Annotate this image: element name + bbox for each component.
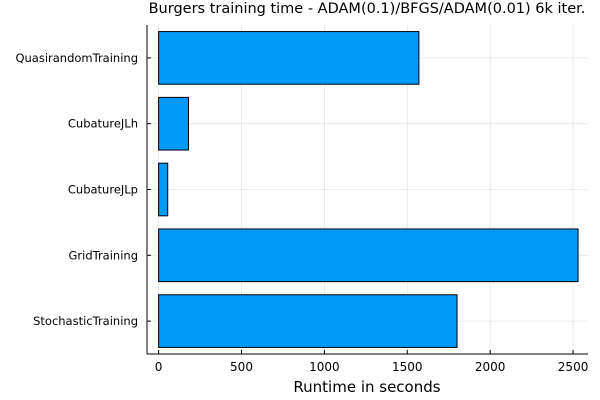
x-tick-label: 500 [230, 360, 253, 374]
x-tick-label: 1500 [392, 360, 423, 374]
axis-ticks [147, 57, 574, 354]
x-axis-title: Runtime in seconds [293, 378, 440, 396]
x-tick-label: 2000 [475, 360, 506, 374]
y-tick-label: CubatureJLp [68, 183, 138, 197]
bar [158, 228, 579, 283]
y-tick-label: GridTraining [68, 248, 138, 262]
bar [158, 162, 169, 217]
x-tick-label: 1000 [309, 360, 340, 374]
chart-title: Burgers training time - ADAM(0.1)/BFGS/A… [149, 1, 586, 17]
bar [158, 31, 420, 85]
y-tick-label: QuasirandomTraining [15, 51, 138, 65]
x-tick-label: 0 [155, 360, 163, 374]
bars [158, 31, 579, 348]
y-tick-label: StochasticTraining [33, 314, 138, 328]
y-tick-label: CubatureJLh [68, 117, 138, 131]
axis-labels: 0 500 1000 1500 2000 2500 StochasticTraining Gr… [15, 51, 588, 374]
x-tick-label: 2500 [558, 360, 589, 374]
bar [158, 96, 189, 151]
bar [158, 294, 458, 348]
